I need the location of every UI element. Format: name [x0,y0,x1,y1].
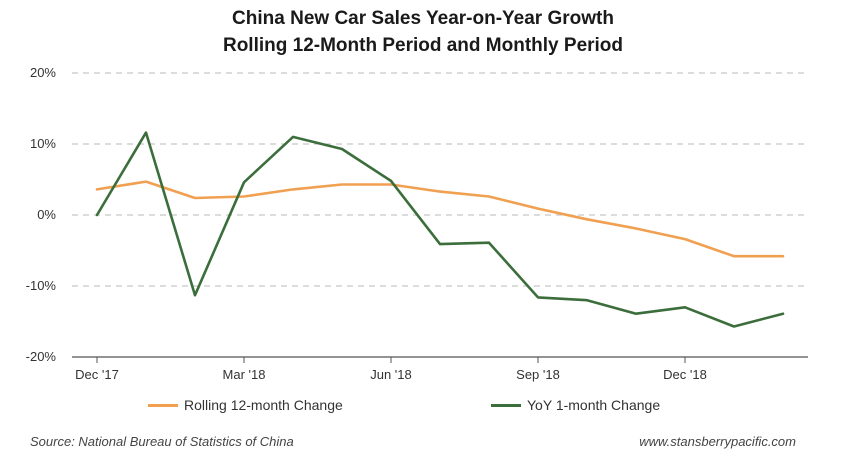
chart-title: China New Car Sales Year-on-Year Growth [232,8,614,29]
chart-subtitle: Rolling 12-Month Period and Monthly Peri… [222,35,624,56]
legend-swatch-rolling [148,403,178,407]
x-tick-label: Sep '18 [516,367,560,382]
x-tick-label: Dec '18 [663,367,707,382]
legend-swatch-monthly [491,403,521,407]
legend-label-rolling: Rolling 12-month Change [184,397,343,413]
x-axis-ticks: Dec '17 Mar '18 Jun '18 Sep '18 Dec '18 [75,367,707,382]
y-tick-label: -20% [26,349,57,364]
x-tick-label: Jun '18 [370,367,412,382]
y-tick-label: 0% [37,207,56,222]
website-credit: www.stansberrypacific.com [639,434,796,449]
y-tick-label: -10% [26,278,57,293]
gridlines [72,72,808,287]
x-axis [72,356,808,363]
x-tick-label: Dec '17 [75,367,119,382]
series-line-monthly [95,131,785,328]
y-tick-label: 20% [30,65,56,80]
legend-item-rolling: Rolling 12-month Change [148,397,343,413]
x-tick-label: Mar '18 [223,367,266,382]
legend-label-monthly: YoY 1-month Change [527,397,661,413]
legend-item-monthly: YoY 1-month Change [491,397,660,413]
series-lines [95,131,785,328]
y-tick-label: 10% [30,136,56,151]
series-line-rolling [95,180,785,258]
source-note: Source: National Bureau of Statistics of… [30,434,294,449]
y-axis-ticks: 20% 10% 0% -10% -20% [26,65,57,364]
